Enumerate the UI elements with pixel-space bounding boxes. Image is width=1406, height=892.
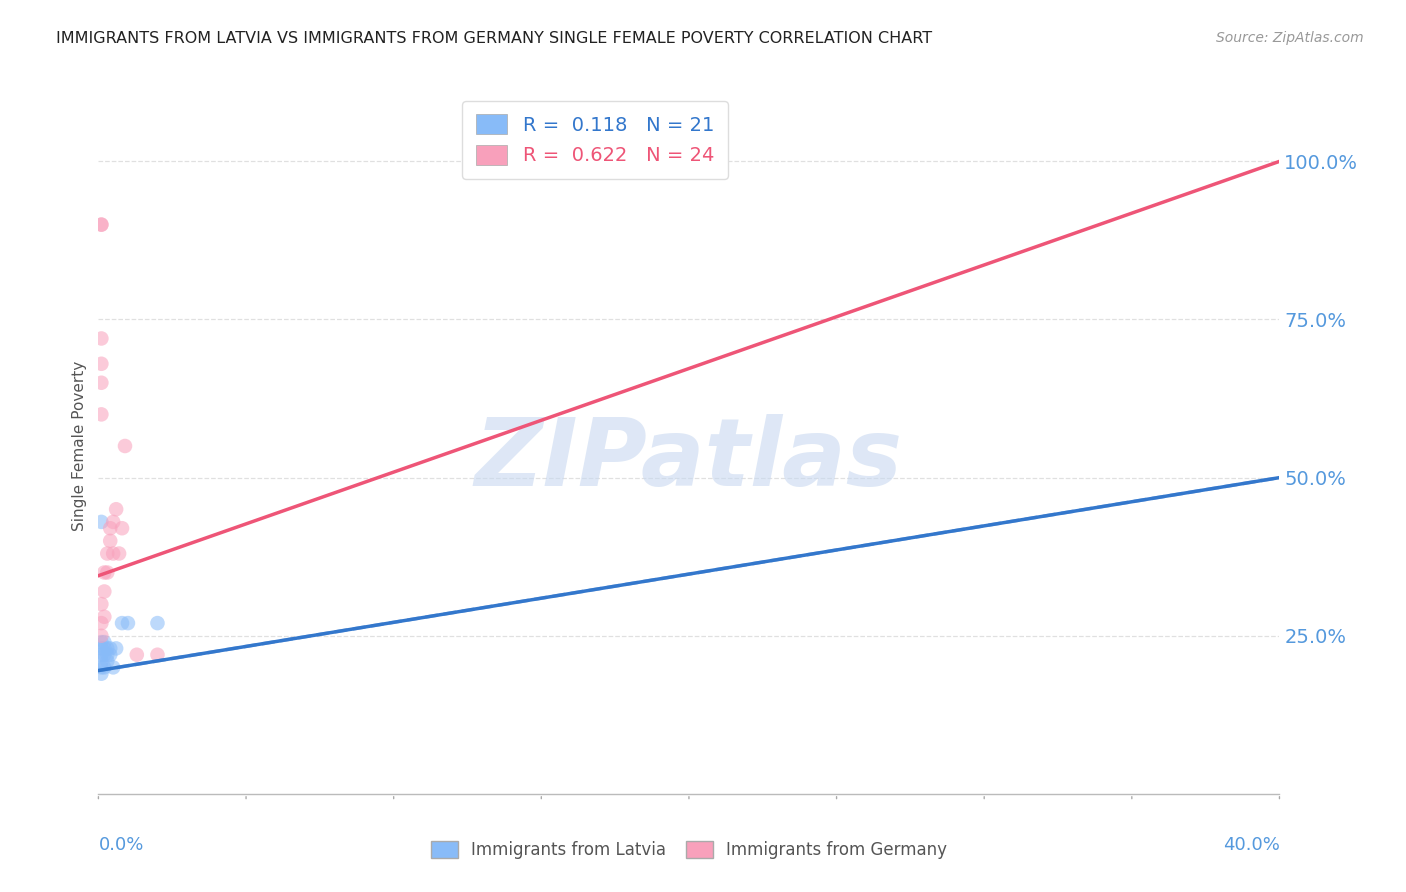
Point [90,218,112,232]
Text: 40.0%: 40.0% [1223,836,1279,854]
Point [93,566,115,580]
Point [90,357,112,371]
Point [111,521,134,535]
Point [90,408,112,422]
Point [103,515,125,529]
Point [125,648,148,662]
Point [90,648,112,662]
Point [98,521,121,535]
Point [103,547,125,561]
Point [93,641,115,656]
Point [96,547,118,561]
Point [96,648,118,662]
Point [146,616,169,631]
Point [90,616,112,631]
Point [96,641,118,656]
Text: IMMIGRANTS FROM LATVIA VS IMMIGRANTS FROM GERMANY SINGLE FEMALE POVERTY CORRELAT: IMMIGRANTS FROM LATVIA VS IMMIGRANTS FRO… [56,31,932,46]
Point [93,609,115,624]
Point [90,376,112,390]
Point [146,648,169,662]
Point [98,641,121,656]
Point [105,502,128,516]
Point [90,654,112,668]
Point [90,597,112,611]
Point [96,566,118,580]
Point [98,533,121,548]
Point [93,660,115,674]
Point [90,331,112,345]
Point [117,616,139,631]
Point [90,666,112,681]
Point [93,648,115,662]
Text: ZIPatlas: ZIPatlas [475,414,903,506]
Point [98,648,121,662]
Point [90,641,112,656]
Point [90,635,112,649]
Point [90,515,112,529]
Point [108,547,131,561]
Point [105,641,128,656]
Y-axis label: Single Female Poverty: Single Female Poverty [72,361,87,531]
Point [93,635,115,649]
Point [93,584,115,599]
Text: 0.0%: 0.0% [98,836,143,854]
Legend: Immigrants from Latvia, Immigrants from Germany: Immigrants from Latvia, Immigrants from … [425,834,953,865]
Point [90,629,112,643]
Point [111,616,134,631]
Point [103,660,125,674]
Text: Source: ZipAtlas.com: Source: ZipAtlas.com [1216,31,1364,45]
Point [90,660,112,674]
Point [114,439,136,453]
Point [90,218,112,232]
Point [96,654,118,668]
